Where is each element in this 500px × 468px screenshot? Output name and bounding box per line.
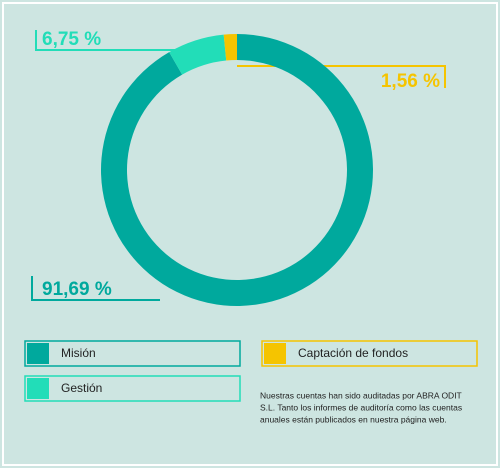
data-label: 1,56 % <box>381 71 440 92</box>
note: S.L. Tanto los informes de auditoría com… <box>260 402 462 412</box>
leader-line <box>31 276 160 301</box>
note: Nuestras cuentas han sido auditadas por … <box>260 390 462 400</box>
legend-label: Gestión <box>61 381 102 395</box>
donut-segment <box>223 34 237 61</box>
legend-label: Misión <box>61 346 96 360</box>
donut-segment <box>100 34 373 306</box>
legend-swatch <box>27 378 49 399</box>
legend-box <box>24 375 241 402</box>
data-label: 6,75 % <box>42 29 101 50</box>
legend-swatch <box>264 343 286 364</box>
donut-segment <box>169 34 227 75</box>
note: anuales están publicados en nuestra pági… <box>260 414 447 424</box>
legend-box <box>24 340 241 367</box>
data-label: 91,69 % <box>42 279 112 300</box>
legend-swatch <box>27 343 49 364</box>
legend-label: Captación de fondos <box>298 346 408 360</box>
leader-line <box>35 30 178 51</box>
legend-box <box>261 340 478 367</box>
